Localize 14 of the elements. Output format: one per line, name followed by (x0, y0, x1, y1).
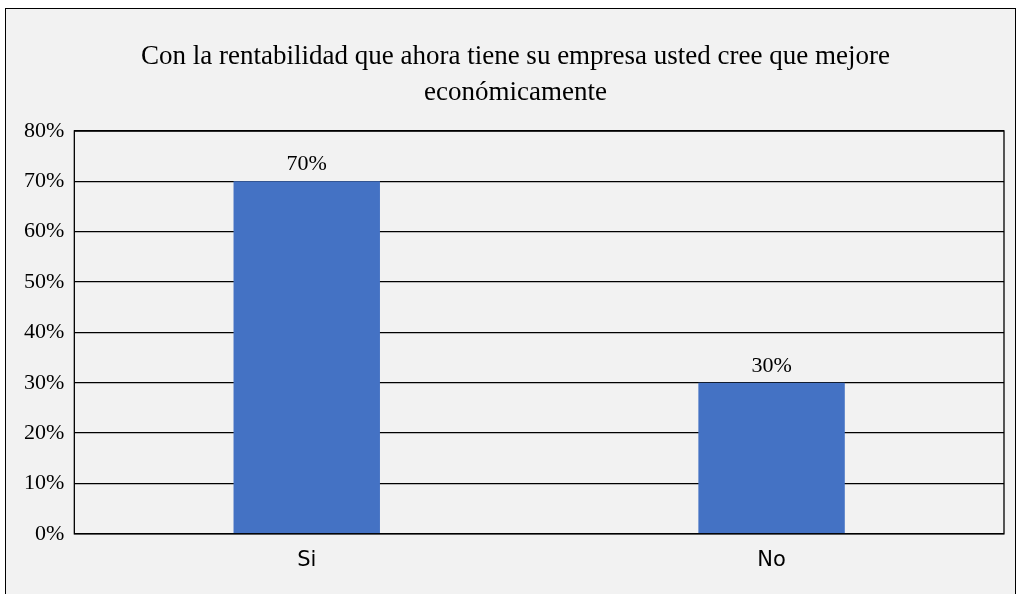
y-tick-label: 20% (24, 418, 65, 444)
y-tick-label: 60% (24, 217, 65, 243)
y-tick-label: 0% (35, 519, 65, 545)
y-tick-label: 30% (24, 368, 65, 394)
data-label: 30% (751, 351, 792, 377)
chart-title: Con la rentabilidad que ahora tiene su empresa usted cree que mejore económicamente (140, 39, 891, 108)
y-tick-label: 70% (24, 167, 65, 193)
x-tick-label: No (757, 546, 786, 571)
data-label: 70% (286, 150, 327, 176)
y-tick-label: 80% (24, 116, 65, 142)
x-tick-label: Si (297, 546, 317, 571)
y-tick-label: 40% (24, 318, 65, 344)
y-tick-label: 50% (24, 267, 65, 293)
y-tick-label: 10% (24, 469, 65, 495)
